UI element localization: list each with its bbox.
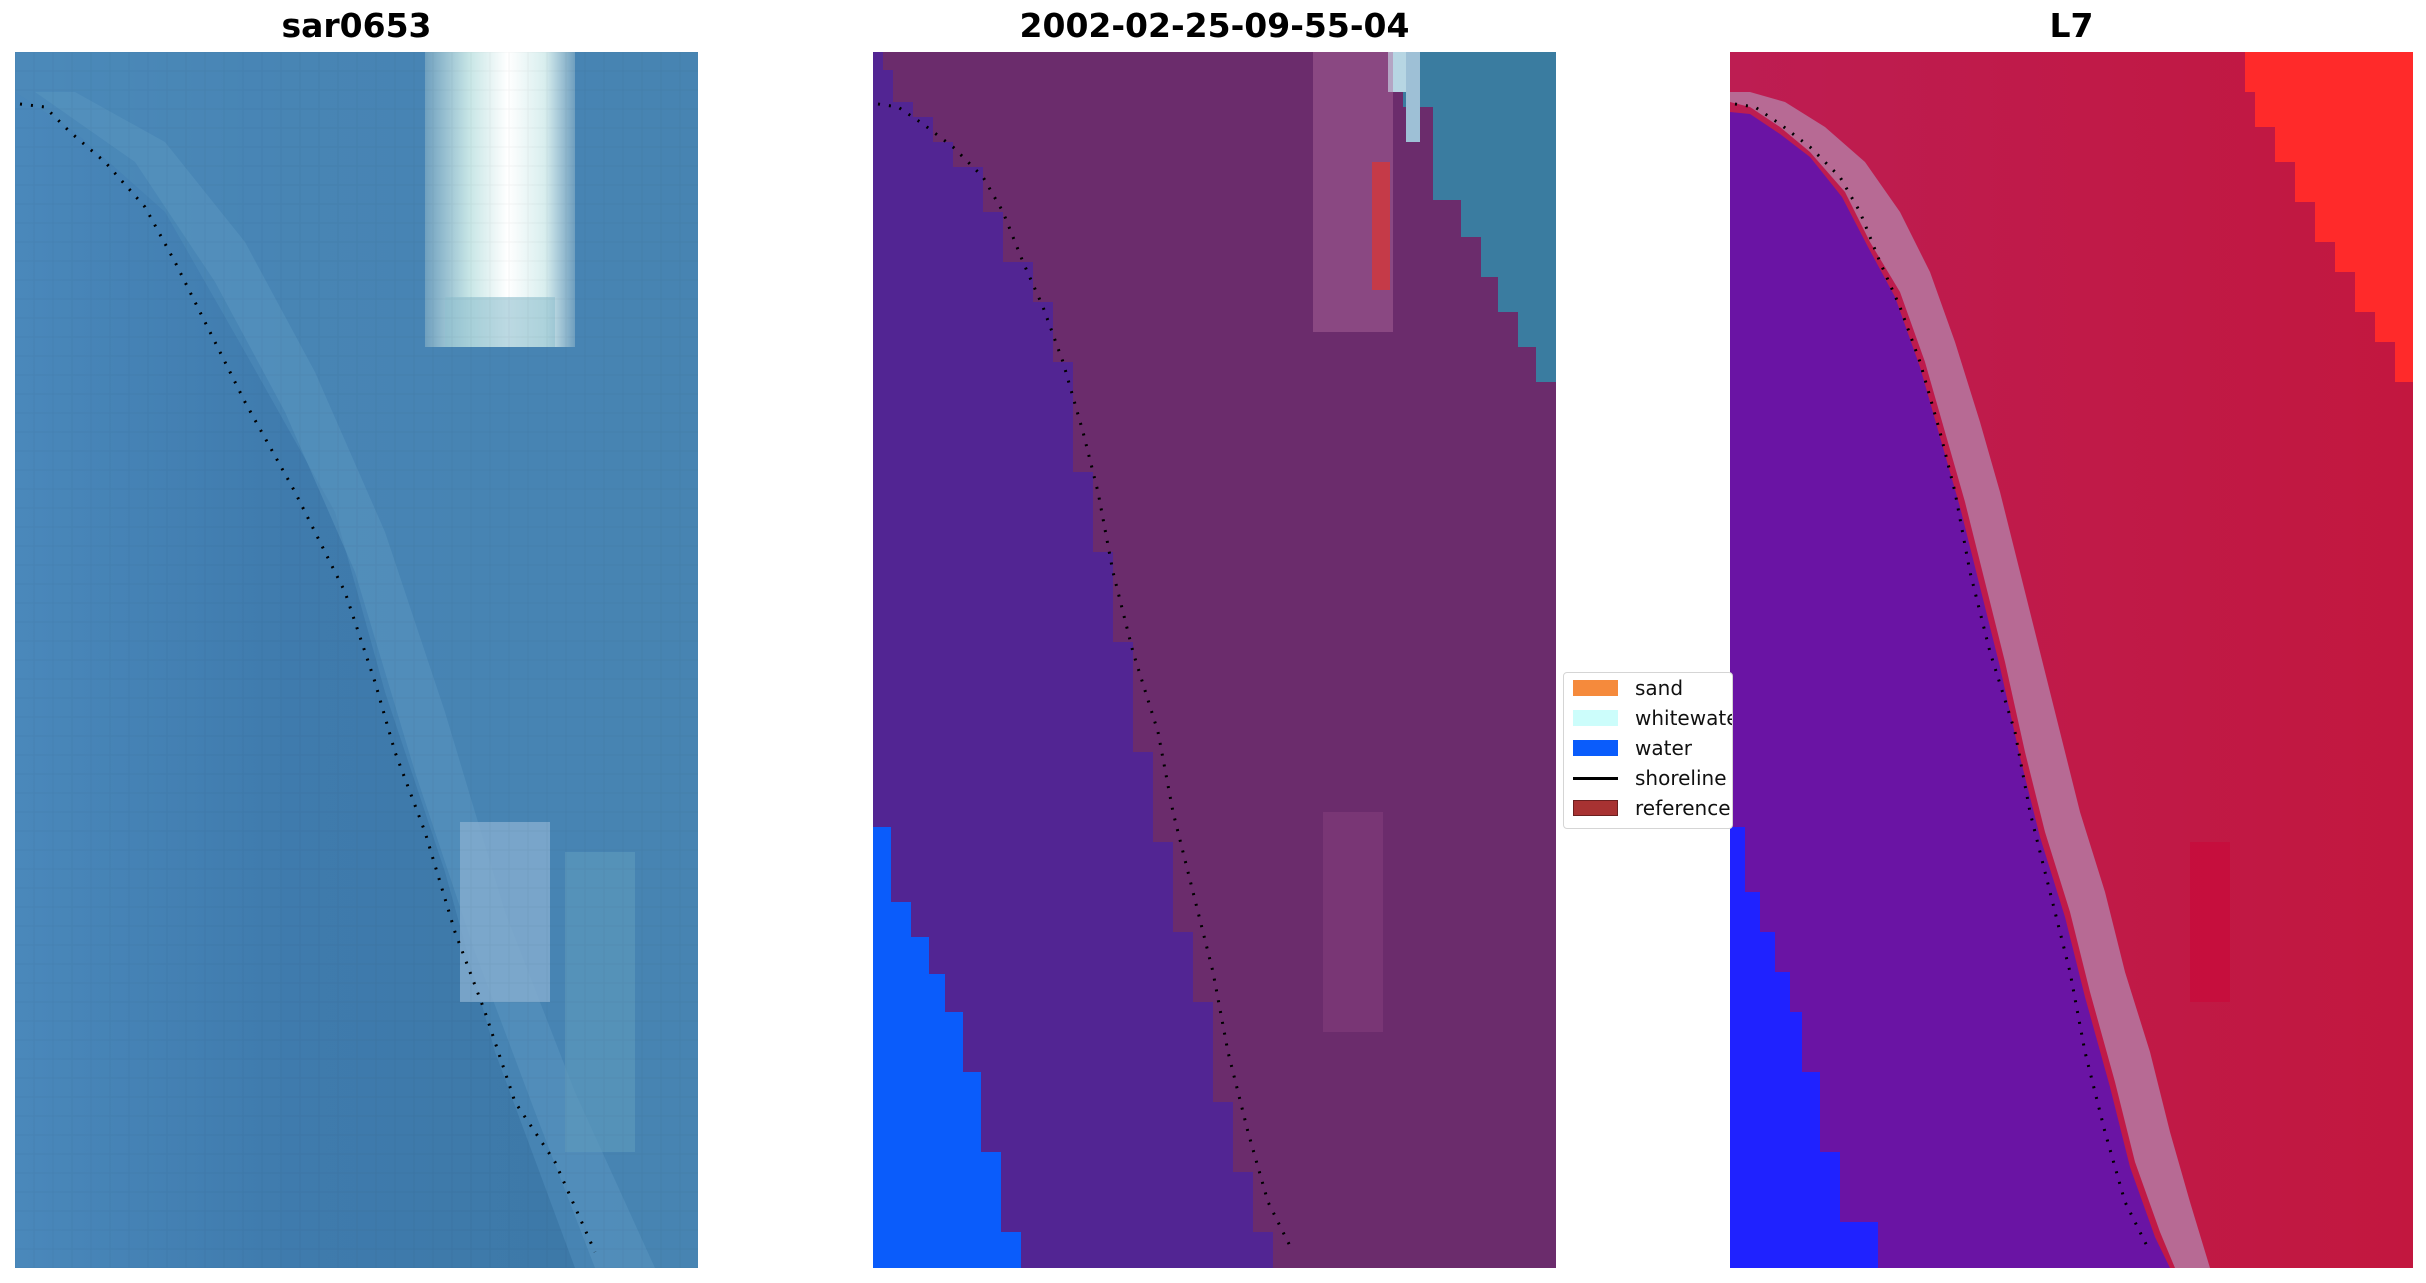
class-water-dark — [873, 827, 1021, 1268]
legend-item-whitewater: whitewater — [1573, 706, 1732, 730]
legend: sand whitewater water shoreline referenc… — [1563, 672, 1733, 829]
false-color-panel — [1730, 52, 2413, 1268]
legend-label-water: water — [1635, 736, 1692, 760]
rgb-pixel-grid — [15, 52, 698, 1268]
legend-line-shoreline — [1573, 776, 1618, 780]
legend-label-sand: sand — [1635, 676, 1684, 700]
legend-item-reference: reference — [1573, 796, 1731, 820]
rgb-image-panel — [15, 52, 698, 1268]
fc-water-region — [1730, 112, 2170, 1268]
class-whitewater-region — [1388, 52, 1556, 382]
class-whitewater-top — [1388, 52, 1406, 92]
legend-item-shoreline: shoreline — [1573, 766, 1727, 790]
legend-label-whitewater: whitewater — [1635, 706, 1732, 730]
fc-dark-patch — [2190, 842, 2230, 1002]
legend-item-sand: sand — [1573, 676, 1683, 700]
legend-swatch-whitewater — [1573, 710, 1618, 726]
class-reference-bar — [1372, 162, 1390, 290]
panel-title-rgb: sar0653 — [281, 6, 432, 45]
fc-deep-water — [1730, 827, 1878, 1268]
legend-label-reference: reference — [1635, 796, 1731, 820]
legend-swatch-reference — [1573, 800, 1618, 816]
classification-panel — [873, 52, 1556, 1268]
class-water-region — [873, 52, 1273, 1268]
fc-beach-strip — [1730, 92, 2210, 1268]
class-light-band — [1323, 812, 1383, 1032]
legend-swatch-water — [1573, 740, 1618, 756]
class-whitewater-lite — [1406, 52, 1420, 142]
legend-swatch-sand — [1573, 680, 1618, 696]
panel-title-satellite: L7 — [2049, 6, 2094, 45]
legend-label-shoreline: shoreline — [1635, 766, 1727, 790]
fc-bright-corner — [2245, 52, 2413, 382]
panel-title-date: 2002-02-25-09-55-04 — [1019, 6, 1410, 45]
legend-item-water: water — [1573, 736, 1692, 760]
